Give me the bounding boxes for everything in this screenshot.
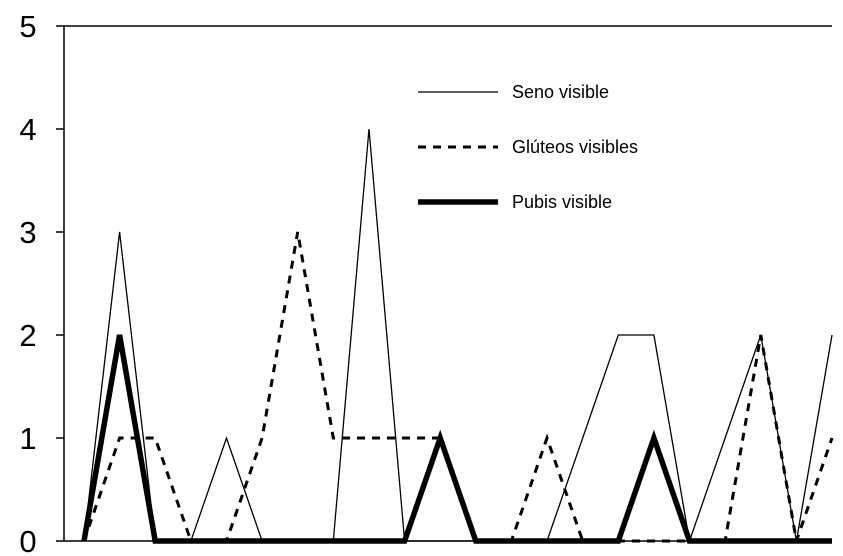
series-line-3 <box>81 334 832 544</box>
y-tick-label: 0 <box>19 524 36 556</box>
y-axis-ticks: 0 1 2 3 4 5 <box>19 9 64 556</box>
y-tick-label: 2 <box>19 318 36 353</box>
legend-label: Seno visible <box>512 82 609 102</box>
legend-label: Glúteos visibles <box>512 137 638 157</box>
legend-label: Pubis visible <box>512 192 612 212</box>
y-tick-label: 3 <box>19 215 36 250</box>
y-tick-label: 4 <box>19 112 36 147</box>
series-line-1 <box>83 128 833 542</box>
series-layer <box>81 128 834 544</box>
chart-legend: Seno visible Glúteos visibles Pubis visibl… <box>418 82 638 212</box>
y-tick-label: 1 <box>19 421 36 456</box>
y-tick-label: 5 <box>19 9 36 44</box>
